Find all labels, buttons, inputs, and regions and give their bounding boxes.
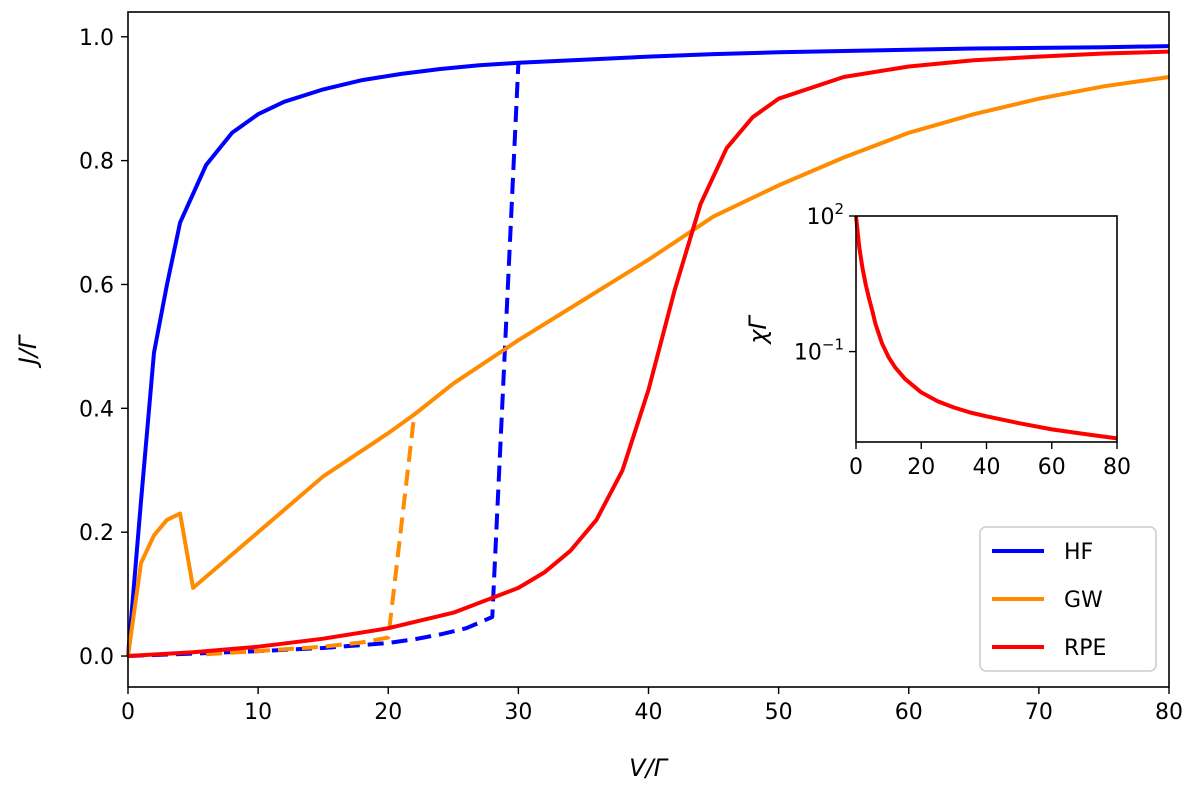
inset-y-tick-label: 10−1 <box>794 336 844 366</box>
y-tick-label: 0.4 <box>79 397 114 422</box>
series-line-hf-solid <box>126 44 1170 657</box>
inset-x-tick-label: 20 <box>907 455 935 480</box>
inset-x-axis-ticks: 0 20 40 60 80 <box>849 442 1131 480</box>
x-tick-label: 30 <box>504 700 532 725</box>
x-tick-label: 40 <box>635 700 663 725</box>
inset-background <box>856 216 1117 442</box>
legend-label-gw: GW <box>1064 588 1103 613</box>
series-line-rpe-solid <box>127 49 1170 658</box>
x-tick-label: 0 <box>121 700 135 725</box>
legend-label-hf: HF <box>1064 540 1093 565</box>
x-axis-ticks: 0 10 20 30 40 50 60 70 80 <box>121 687 1183 725</box>
inset-x-tick-label: 40 <box>973 455 1001 480</box>
series-line-hf-dashed <box>127 62 521 658</box>
x-tick-label: 10 <box>244 700 272 725</box>
y-tick-label: 0.0 <box>79 645 114 670</box>
inset-x-tick-label: 0 <box>849 455 863 480</box>
legend-label-rpe: RPE <box>1064 636 1106 661</box>
inset-x-tick-label: 60 <box>1038 455 1066 480</box>
y-axis-ticks: 0.0 0.2 0.4 0.6 0.8 1.0 <box>79 26 128 670</box>
legend-box <box>979 526 1157 672</box>
inset-series-group <box>854 215 1118 441</box>
inset-series-line-rpe <box>854 215 1118 441</box>
main-series-group <box>126 44 1170 658</box>
x-tick-label: 80 <box>1155 700 1183 725</box>
y-tick-label: 1.0 <box>79 26 114 51</box>
series-line-gw-dashed <box>205 414 417 657</box>
x-tick-label: 70 <box>1025 700 1053 725</box>
inset-y-axis-label: χΓ <box>744 315 772 346</box>
y-tick-label: 0.6 <box>79 273 114 298</box>
inset-y-tick-exponent: 2 <box>834 200 844 218</box>
y-tick-label: 0.2 <box>79 521 114 546</box>
inset-y-tick-exponent: −1 <box>822 336 844 354</box>
inset-x-tick-label: 80 <box>1103 455 1131 480</box>
inset-y-tick-base: 10 <box>806 205 834 230</box>
inset-y-tick-base: 10 <box>794 341 822 366</box>
main-plot: 0 10 20 30 40 50 60 70 80 0.00.20.40.60.81.0 V/Γ… <box>14 11 1183 782</box>
x-tick-label: 50 <box>765 700 793 725</box>
y-tick-label: 0.8 <box>79 150 114 175</box>
x-tick-label: 20 <box>374 700 402 725</box>
series-line-gw-solid <box>126 75 1170 657</box>
x-tick-label: 60 <box>895 700 923 725</box>
y-axis-label: J/Γ <box>14 334 42 368</box>
legend: HF GW RPE <box>979 526 1157 672</box>
inset-y-tick-label: 102 <box>806 200 844 230</box>
x-axis-label: V/Γ <box>629 754 669 782</box>
